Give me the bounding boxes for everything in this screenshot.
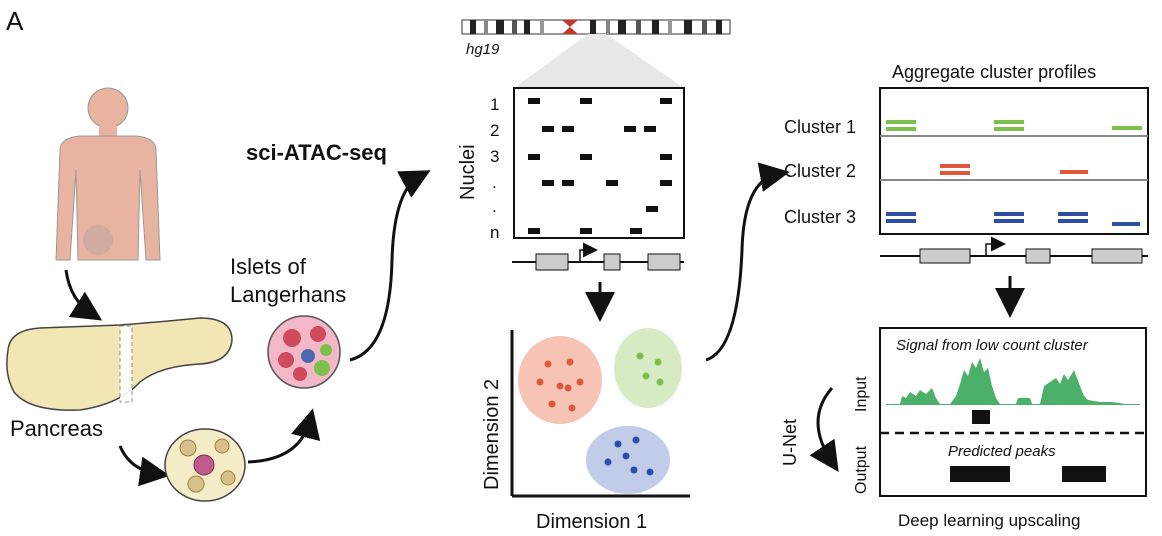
human-body-icon [55, 87, 161, 261]
arrow-human-to-pancreas [64, 269, 103, 321]
islets-label-line1: Islets of [230, 254, 307, 279]
pancreas-icon [6, 317, 233, 411]
arrow-section-to-islets [247, 408, 321, 464]
embedding-plot [510, 328, 690, 498]
dimension-2-label: Dimension 2 [481, 379, 503, 490]
cluster-2-label: Cluster 2 [784, 161, 856, 181]
signal-title: Signal from low count cluster [896, 337, 1089, 354]
unet-panel [879, 327, 1147, 497]
method-label: sci-ATAC-seq [246, 140, 387, 165]
pancreas-section-icon [164, 428, 246, 502]
unet-label: U-Net [780, 419, 800, 466]
gene-model [512, 242, 684, 271]
zoom-wedge [514, 34, 684, 88]
input-label: Input [853, 376, 870, 412]
chromosome-ideogram [461, 19, 731, 35]
output-label: Output [853, 445, 870, 494]
predicted-peaks-label: Predicted peaks [948, 443, 1056, 460]
dimension-1-label: Dimension 1 [536, 511, 647, 533]
arrow-embedding-to-profiles [705, 162, 790, 362]
arrow-islets-to-atac [349, 170, 431, 362]
unet-curved-arrow [809, 387, 839, 472]
cluster-1-label: Cluster 1 [784, 117, 856, 137]
row-label: n [490, 223, 499, 242]
gene-model [880, 236, 1148, 264]
row-label: 3 [490, 147, 499, 166]
nuclei-axis-label: Nuclei [457, 144, 479, 200]
cluster-3-label: Cluster 3 [784, 207, 856, 227]
nuclei-matrix: 1 2 3 . . n [490, 87, 685, 242]
deep-learning-label: Deep learning upscaling [898, 511, 1080, 530]
islet-icon [267, 315, 341, 389]
row-label: 2 [490, 121, 499, 140]
row-label: 1 [490, 95, 499, 114]
aggregate-title: Aggregate cluster profiles [892, 62, 1096, 82]
islets-label-line2: Langerhans [230, 282, 346, 307]
panel-label: A [6, 6, 24, 36]
row-label: . [492, 173, 497, 192]
genome-label: hg19 [466, 41, 500, 58]
arrow-pancreas-to-section [118, 445, 170, 487]
cluster-profiles [879, 87, 1149, 235]
pancreas-label: Pancreas [10, 416, 103, 441]
row-label: . [492, 197, 497, 216]
